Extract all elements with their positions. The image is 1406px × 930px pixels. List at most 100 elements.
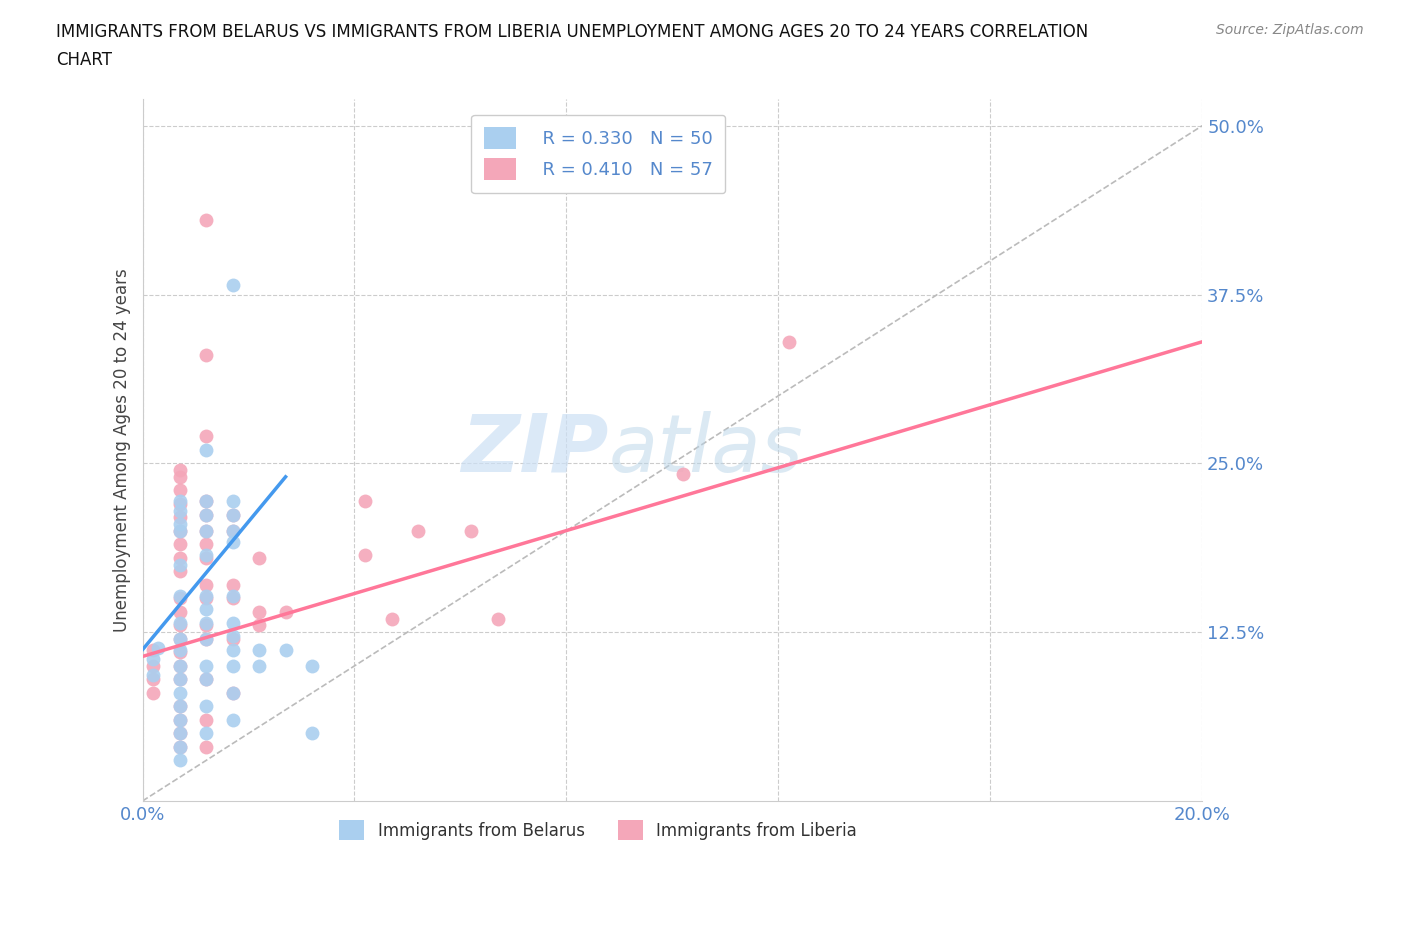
Point <box>195 213 218 228</box>
Point <box>195 524 218 538</box>
Point <box>169 644 191 659</box>
Point <box>142 685 165 700</box>
Point <box>247 618 270 632</box>
Point <box>195 507 218 522</box>
Point <box>221 507 243 522</box>
Point <box>169 589 191 604</box>
Point <box>274 643 297 658</box>
Point <box>778 335 800 350</box>
Point <box>169 557 191 572</box>
Point <box>195 537 218 551</box>
Point <box>169 672 191 687</box>
Point <box>195 494 218 509</box>
Point <box>169 537 191 551</box>
Point <box>406 524 429 538</box>
Point <box>460 524 482 538</box>
Point <box>221 685 243 700</box>
Text: ZIP: ZIP <box>461 411 609 489</box>
Point <box>221 524 243 538</box>
Point <box>169 483 191 498</box>
Point <box>221 524 243 538</box>
Point <box>195 507 218 522</box>
Point <box>169 712 191 727</box>
Point <box>195 548 218 563</box>
Point <box>221 631 243 646</box>
Point <box>169 739 191 754</box>
Point <box>195 699 218 714</box>
Point <box>169 658 191 673</box>
Point <box>221 589 243 604</box>
Point <box>169 699 191 714</box>
Point <box>221 591 243 605</box>
Point <box>221 629 243 644</box>
Point <box>142 658 165 673</box>
Point <box>195 616 218 631</box>
Point <box>169 524 191 538</box>
Point <box>195 524 218 538</box>
Point <box>142 652 165 667</box>
Point <box>195 429 218 444</box>
Point <box>354 548 377 563</box>
Point <box>169 497 191 512</box>
Point <box>169 643 191 658</box>
Point <box>169 470 191 485</box>
Point <box>195 631 218 646</box>
Point <box>169 462 191 477</box>
Point <box>169 699 191 714</box>
Text: IMMIGRANTS FROM BELARUS VS IMMIGRANTS FROM LIBERIA UNEMPLOYMENT AMONG AGES 20 TO: IMMIGRANTS FROM BELARUS VS IMMIGRANTS FR… <box>56 23 1088 41</box>
Point <box>195 494 218 509</box>
Point <box>354 494 377 509</box>
Point <box>247 643 270 658</box>
Point <box>169 753 191 768</box>
Point <box>169 564 191 578</box>
Point <box>195 551 218 565</box>
Point <box>195 589 218 604</box>
Point <box>169 658 191 673</box>
Point <box>195 672 218 687</box>
Point <box>195 658 218 673</box>
Point <box>221 578 243 592</box>
Point <box>169 517 191 532</box>
Point <box>169 591 191 605</box>
Point <box>169 726 191 741</box>
Point <box>301 726 323 741</box>
Point <box>195 712 218 727</box>
Point <box>380 611 402 626</box>
Text: Source: ZipAtlas.com: Source: ZipAtlas.com <box>1216 23 1364 37</box>
Point <box>195 631 218 646</box>
Point <box>221 616 243 631</box>
Point <box>274 604 297 619</box>
Point <box>221 712 243 727</box>
Point <box>169 712 191 727</box>
Point <box>486 611 509 626</box>
Text: atlas: atlas <box>609 411 804 489</box>
Point <box>169 739 191 754</box>
Point <box>301 658 323 673</box>
Point <box>169 726 191 741</box>
Point <box>195 443 218 458</box>
Point <box>221 507 243 522</box>
Point <box>169 494 191 509</box>
Point <box>169 503 191 518</box>
Point <box>169 685 191 700</box>
Text: CHART: CHART <box>56 51 112 69</box>
Point <box>247 551 270 565</box>
Point <box>195 672 218 687</box>
Legend: Immigrants from Belarus, Immigrants from Liberia: Immigrants from Belarus, Immigrants from… <box>330 812 866 849</box>
Point <box>221 534 243 549</box>
Y-axis label: Unemployment Among Ages 20 to 24 years: Unemployment Among Ages 20 to 24 years <box>114 268 131 631</box>
Point <box>169 510 191 525</box>
Point <box>142 668 165 683</box>
Point <box>169 551 191 565</box>
Point <box>195 348 218 363</box>
Point <box>247 604 270 619</box>
Point <box>221 494 243 509</box>
Point <box>169 631 191 646</box>
Point <box>195 726 218 741</box>
Point <box>221 658 243 673</box>
Point <box>195 591 218 605</box>
Point <box>221 643 243 658</box>
Point <box>672 467 695 482</box>
Point <box>221 278 243 293</box>
Point <box>169 616 191 631</box>
